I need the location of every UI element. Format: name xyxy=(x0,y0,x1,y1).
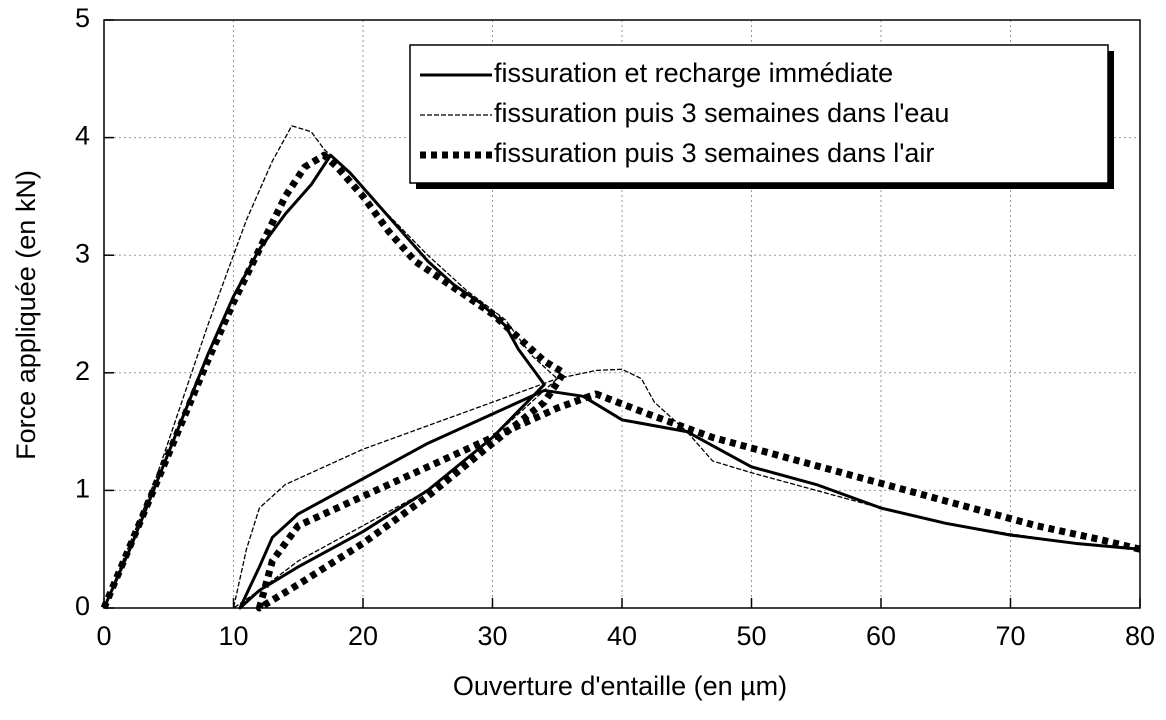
legend-label: fissuration puis 3 semaines dans l'air xyxy=(494,138,934,168)
legend xyxy=(409,44,1109,184)
x-tick-label: 0 xyxy=(96,621,111,651)
x-tick-label: 50 xyxy=(736,621,766,651)
y-tick-label: 1 xyxy=(75,474,90,504)
x-tick-label: 10 xyxy=(218,621,248,651)
y-axis-label: Force appliquée (en kN) xyxy=(11,170,41,460)
series-line xyxy=(100,151,1141,612)
y-tick-label: 0 xyxy=(75,591,90,621)
x-tick-label: 70 xyxy=(995,621,1025,651)
y-tick-label: 2 xyxy=(75,356,90,386)
y-tick-label: 4 xyxy=(75,121,90,151)
plot-frame xyxy=(103,19,1141,609)
x-tick-label: 60 xyxy=(866,621,896,651)
x-axis-label: Ouverture d'entaille (en µm) xyxy=(453,671,787,701)
x-tick-label: 30 xyxy=(477,621,507,651)
x-tick-label: 20 xyxy=(348,621,378,651)
y-tick-label: 3 xyxy=(75,238,90,268)
x-tick-label: 80 xyxy=(1125,621,1155,651)
legend-label: fissuration et recharge immédiate xyxy=(494,58,893,88)
legend-label: fissuration puis 3 semaines dans l'eau xyxy=(494,98,949,128)
y-tick-label: 5 xyxy=(75,3,90,33)
series-line xyxy=(103,125,1141,609)
x-tick-label: 40 xyxy=(607,621,637,651)
